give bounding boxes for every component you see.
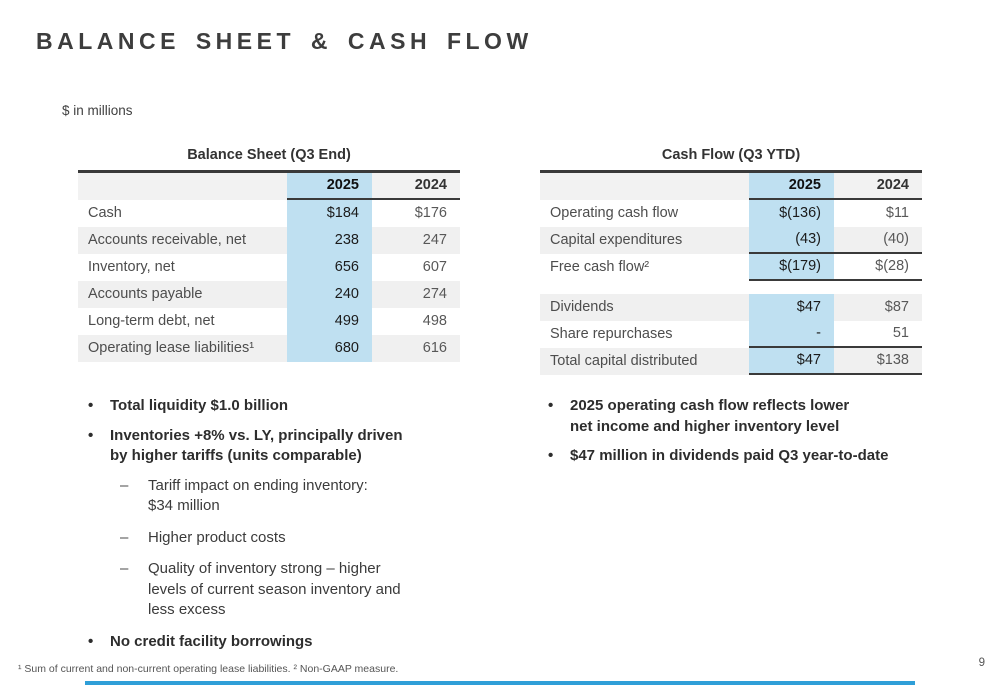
value-2024: 607	[422, 259, 447, 275]
value-2024: 247	[422, 232, 447, 248]
header-empty-cell	[540, 173, 749, 200]
row-label: Share repurchases	[550, 326, 673, 342]
value-2025: $(136)	[749, 200, 834, 227]
bullet-item: • No credit facility borrowings	[88, 632, 502, 653]
table-row: Cash $184 $176	[78, 200, 460, 227]
table-header-row: 2025 2024	[78, 173, 460, 200]
value-2025: 240	[287, 281, 372, 308]
table-grid: 2025 2024 Cash $184 $176 Accounts receiv…	[78, 170, 460, 362]
bullet-list-left: • Total liquidity $1.0 billion • Invento…	[88, 396, 502, 661]
bullet-line: $47 million in dividends paid Q3 year-to…	[570, 447, 889, 464]
value-2024: (40)	[834, 227, 922, 254]
row-label: Cash	[88, 205, 122, 221]
value-2025: $184	[287, 200, 372, 227]
table-grid: 2025 2024 Operating cash flow $(136) $11…	[540, 170, 922, 375]
value-2025: 499	[287, 308, 372, 335]
value-2025: (43)	[749, 227, 834, 254]
sub-bullet-item: – Quality of inventory strong – higher l…	[120, 559, 502, 621]
dash-icon: –	[120, 476, 129, 494]
table-row: Total capital distributed $47 $138	[540, 348, 922, 375]
table-row: Capital expenditures (43) (40)	[540, 227, 922, 254]
bottom-accent-bar	[85, 681, 915, 685]
table-row: Dividends $47 $87	[540, 294, 922, 321]
bullet-item: • $47 million in dividends paid Q3 year-…	[548, 446, 980, 467]
row-label: Operating cash flow	[550, 205, 679, 221]
column-header-2024: 2024	[834, 173, 922, 200]
value-2025: $(179)	[749, 254, 834, 281]
value-2024: $(28)	[834, 254, 922, 281]
row-label: Total capital distributed	[550, 353, 698, 369]
bullet-icon: •	[548, 447, 554, 464]
value-2025: 238	[287, 227, 372, 254]
value-2025: $47	[749, 348, 834, 375]
value-2025: -	[749, 321, 834, 348]
table-row: Inventory, net 656 607	[78, 254, 460, 281]
bullet-line: $34 million	[148, 497, 220, 514]
bullet-item: • Total liquidity $1.0 billion	[88, 396, 502, 417]
value-2024: $87	[884, 299, 909, 315]
table-row: Accounts receivable, net 238 247	[78, 227, 460, 254]
bullet-line: Tariff impact on ending inventory:	[148, 476, 368, 494]
header-empty-cell	[78, 173, 287, 200]
page-title: BALANCE SHEET & CASH FLOW	[36, 28, 533, 54]
bullet-icon: •	[548, 397, 554, 414]
bullet-line: less excess	[148, 601, 226, 618]
bullet-list-right: • 2025 operating cash flow reflects lowe…	[548, 396, 980, 476]
table-title: Cash Flow (Q3 YTD)	[661, 147, 801, 163]
column-header-2025: 2025	[749, 173, 834, 200]
column-header-2024: 2024	[372, 173, 460, 200]
row-label: Accounts receivable, net	[88, 232, 246, 248]
row-label: Inventory, net	[88, 259, 175, 275]
row-label: Free cash flow²	[550, 259, 650, 275]
row-label: Operating lease liabilities¹	[88, 340, 255, 356]
sub-bullet-item: – Tariff impact on ending inventory: $34…	[120, 476, 502, 517]
value-2024: 498	[422, 313, 447, 329]
value-2024: $11	[885, 205, 909, 221]
value-2024: 274	[422, 286, 447, 302]
row-label: Accounts payable	[88, 286, 203, 302]
bullet-line: 2025 operating cash flow reflects lower	[570, 397, 850, 414]
bullet-line: levels of current season inventory and	[148, 580, 401, 598]
value-2024: $176	[414, 205, 447, 221]
row-label: Dividends	[550, 299, 614, 315]
value-2025: $47	[749, 294, 834, 321]
bullet-line: Inventories +8% vs. LY, principally driv…	[110, 426, 403, 444]
table-row: Operating lease liabilities¹ 680 616	[78, 335, 460, 362]
bullet-icon: •	[88, 632, 94, 650]
table-row: Share repurchases - 51	[540, 321, 922, 348]
value-2025: 680	[287, 335, 372, 362]
bullet-line: No credit facility borrowings	[110, 632, 313, 650]
row-label: Capital expenditures	[550, 232, 683, 248]
cash-flow-table: Cash Flow (Q3 YTD) 2025 2024 Operating c…	[540, 147, 922, 375]
table-row: Accounts payable 240 274	[78, 281, 460, 308]
bullet-item: • Inventories +8% vs. LY, principally dr…	[88, 426, 502, 467]
table-header-row: 2025 2024	[540, 173, 922, 200]
row-label: Long-term debt, net	[88, 313, 215, 329]
table-row: Operating cash flow $(136) $11	[540, 200, 922, 227]
balance-sheet-table: Balance Sheet (Q3 End) 2025 2024 Cash $1…	[78, 147, 460, 362]
value-2025: 656	[287, 254, 372, 281]
footnote: ¹ Sum of current and non-current operati…	[18, 663, 399, 675]
bullet-icon: •	[88, 397, 94, 414]
units-note: $ in millions	[62, 103, 133, 118]
sub-bullet-item: – Higher product costs	[120, 528, 502, 549]
dash-icon: –	[120, 528, 129, 546]
bullet-line: Total liquidity $1.0 billion	[110, 397, 289, 414]
bullet-item: • 2025 operating cash flow reflects lowe…	[548, 396, 980, 437]
value-2024: 51	[834, 321, 922, 348]
bullet-line: by higher tariffs (units comparable)	[110, 447, 362, 464]
table-title: Balance Sheet (Q3 End)	[187, 147, 351, 163]
table-gap	[540, 281, 922, 294]
bullet-line: Quality of inventory strong – higher	[148, 560, 381, 577]
value-2024: 616	[422, 340, 447, 356]
bullet-line: net income and higher inventory level	[570, 417, 840, 435]
column-header-2025: 2025	[287, 173, 372, 200]
bullet-line: Higher product costs	[148, 528, 286, 546]
value-2024: $138	[834, 348, 922, 375]
table-row: Free cash flow² $(179) $(28)	[540, 254, 922, 281]
page-number: 9	[978, 657, 985, 669]
dash-icon: –	[120, 560, 129, 577]
bullet-icon: •	[88, 426, 94, 444]
table-row: Long-term debt, net 499 498	[78, 308, 460, 335]
